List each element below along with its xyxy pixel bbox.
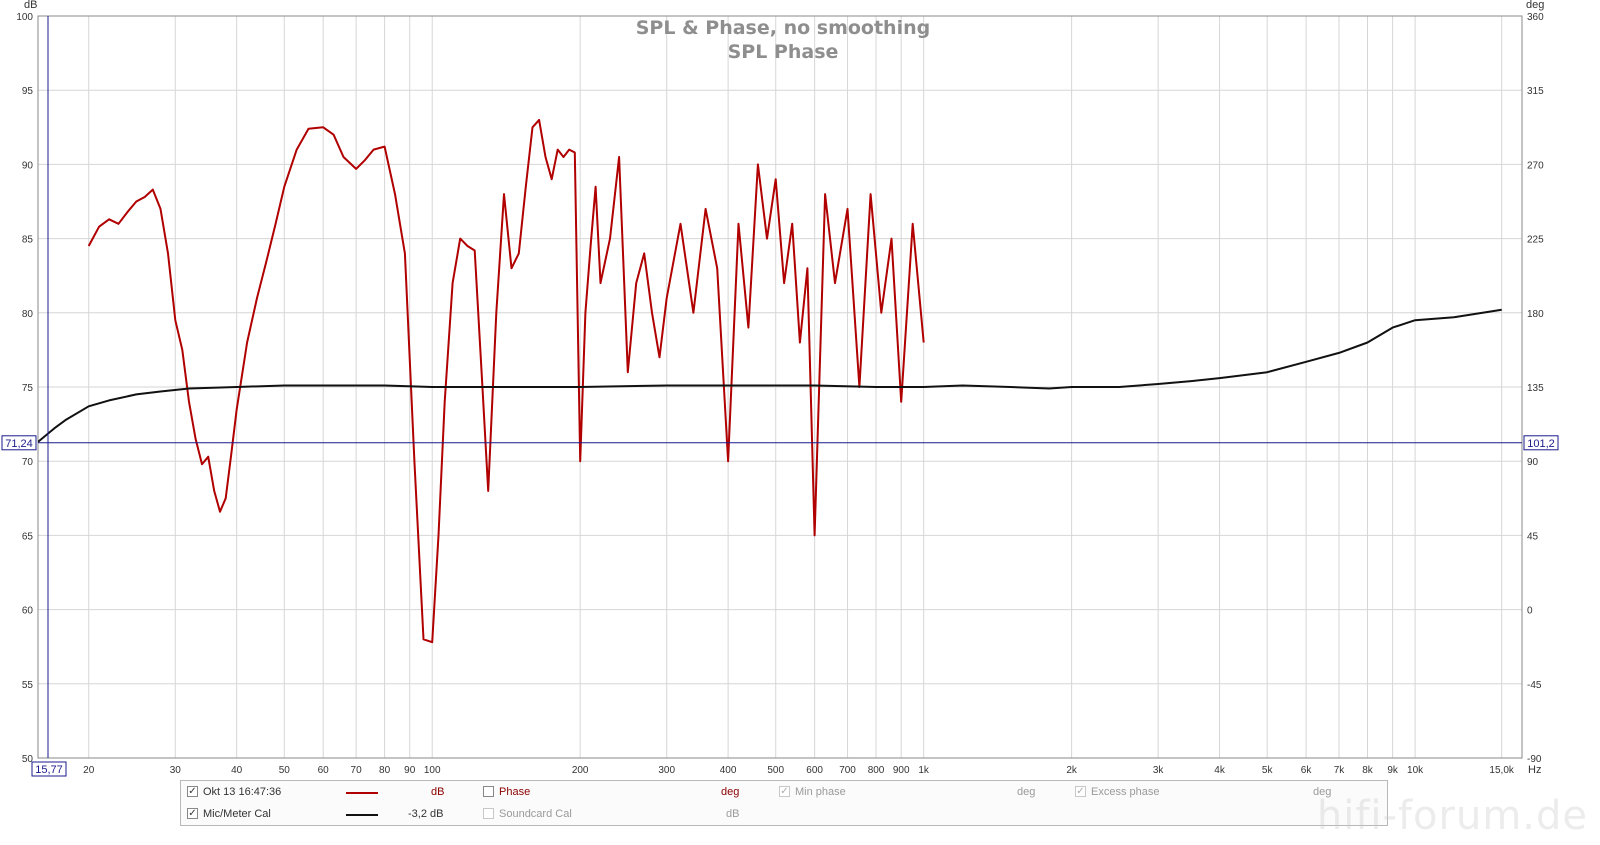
x-tick-label: 90 (404, 765, 416, 776)
x-tick-label: 30 (170, 765, 182, 776)
right-axis-unit: deg (1526, 0, 1544, 11)
x-tick-label: 700 (839, 765, 856, 776)
x-axis-unit: Hz (1528, 764, 1541, 776)
x-tick-label: 70 (351, 765, 363, 776)
x-tick-label: 800 (868, 765, 885, 776)
y2-tick-label: 180 (1527, 309, 1544, 320)
y2-tick-label: 270 (1527, 160, 1544, 171)
chart-subtitle: SPL Phase (728, 41, 839, 63)
cursor-y2-label-box (1523, 435, 1559, 451)
x-tick-label: 10k (1407, 765, 1424, 776)
x-tick-label: 15,0k (1489, 765, 1514, 776)
x-tick-label: 60 (318, 765, 330, 776)
x-tick-label: 8k (1362, 765, 1374, 776)
y-axis-left: 50 55 60 65 70 75 80 85 90 95 100 (16, 12, 33, 765)
y-tick-label: 60 (22, 606, 34, 617)
phase-unit: deg (721, 786, 740, 798)
x-tick-label: 4k (1214, 765, 1226, 776)
cursor-x-label: 15,77 (35, 764, 63, 776)
x-tick-label: 50 (279, 765, 291, 776)
mic-cal-value: -3,2 dB (408, 808, 444, 820)
y2-tick-label: 45 (1527, 531, 1539, 542)
x-tick-label: 80 (379, 765, 391, 776)
min-phase-checkbox[interactable]: ✓ (779, 786, 790, 797)
min-phase-unit: deg (1017, 786, 1036, 798)
x-tick-label: 9k (1387, 765, 1399, 776)
x-tick-label: 500 (767, 765, 784, 776)
excess-phase-checkbox[interactable]: ✓ (1075, 786, 1086, 797)
excess-phase-label: Excess phase (1091, 786, 1160, 798)
x-tick-label: 100 (424, 765, 441, 776)
y2-tick-label: -90 (1527, 754, 1542, 765)
y-tick-label: 75 (22, 383, 34, 394)
cursor-y-label: 71,24 (5, 438, 33, 450)
y2-tick-label: -45 (1527, 680, 1542, 691)
x-tick-label: 900 (893, 765, 910, 776)
y2-tick-label: 0 (1527, 606, 1533, 617)
mic-cal-name: Mic/Meter Cal (203, 808, 271, 820)
y-tick-label: 100 (16, 12, 33, 23)
y-tick-label: 65 (22, 531, 34, 542)
min-phase-label: Min phase (795, 786, 846, 798)
plot-frame (37, 15, 1523, 759)
x-tick-label: 3k (1153, 765, 1165, 776)
measurement-unit: dB (431, 786, 445, 798)
soundcard-cal-checkbox[interactable] (483, 808, 494, 819)
x-tick-label: 300 (658, 765, 675, 776)
y-tick-label: 55 (22, 680, 34, 691)
y-tick-label: 50 (22, 754, 34, 765)
x-axis: 20 30 40 50 60 70 80 90 100 200 300 400 500 600 700 800… (83, 765, 1515, 776)
soundcard-cal-label: Soundcard Cal (499, 808, 572, 820)
x-tick-label: 5k (1262, 765, 1274, 776)
series-line (87, 118, 925, 644)
x-tick-label: 7k (1334, 765, 1346, 776)
x-tick-label: 1k (918, 765, 930, 776)
y2-tick-label: 225 (1527, 235, 1544, 246)
cursor-y2-label: 101,2 (1527, 438, 1555, 450)
excess-phase-unit: deg (1313, 786, 1332, 798)
mic-cal-checkbox[interactable]: ✓ (187, 808, 198, 819)
measurement-checkbox[interactable]: ✓ (187, 786, 198, 797)
y2-tick-label: 135 (1527, 383, 1544, 394)
watermark: hifi-forum.de (1316, 793, 1588, 839)
phase-checkbox[interactable] (483, 786, 494, 797)
measurement-swatch[interactable] (346, 792, 378, 794)
chart-title: SPL & Phase, no smoothing (636, 17, 930, 39)
y-axis-right: -90 -45 0 45 90 135 180 225 270 315 360 (1527, 12, 1544, 765)
soundcard-cal-unit: dB (726, 808, 740, 820)
series-line (38, 308, 1502, 443)
legend: ✓ Okt 13 16:47:36 dB Phase deg ✓ Min pha… (180, 780, 1388, 826)
legend-row-measurement: ✓ Okt 13 16:47:36 dB Phase deg ✓ Min pha… (181, 782, 1387, 804)
x-tick-label: 6k (1301, 765, 1313, 776)
x-tick-label: 400 (720, 765, 737, 776)
legend-row-cal: ✓ Mic/Meter Cal -3,2 dB Soundcard Cal dB (181, 804, 1387, 826)
cursor-x-label-box (31, 761, 67, 777)
x-tick-label: 2k (1066, 765, 1078, 776)
phase-label: Phase (499, 786, 531, 798)
x-tick-label: 200 (572, 765, 589, 776)
y2-tick-label: 360 (1527, 12, 1544, 23)
left-axis-unit: dB (24, 0, 37, 11)
cursor-y-label-box (1, 435, 37, 451)
chart: 50 55 60 65 70 75 80 85 90 95 100 -90 -45 0 45 90 135 18… (1, 0, 1559, 777)
series-layer (38, 118, 1502, 644)
measurement-name: Okt 13 16:47:36 (203, 786, 282, 798)
mic-cal-swatch[interactable] (346, 814, 378, 816)
y2-tick-label: 315 (1527, 86, 1544, 97)
y2-tick-label: 90 (1527, 457, 1539, 468)
x-tick-label: 600 (806, 765, 823, 776)
y-tick-label: 95 (22, 86, 34, 97)
y-tick-label: 70 (22, 457, 34, 468)
y-tick-label: 85 (22, 235, 34, 246)
x-tick-label: 40 (231, 765, 243, 776)
x-tick-label: 20 (83, 765, 95, 776)
cursor[interactable]: 71,24 101,2 15,77 (1, 16, 1559, 777)
y-tick-label: 80 (22, 309, 34, 320)
y-tick-label: 90 (22, 160, 34, 171)
